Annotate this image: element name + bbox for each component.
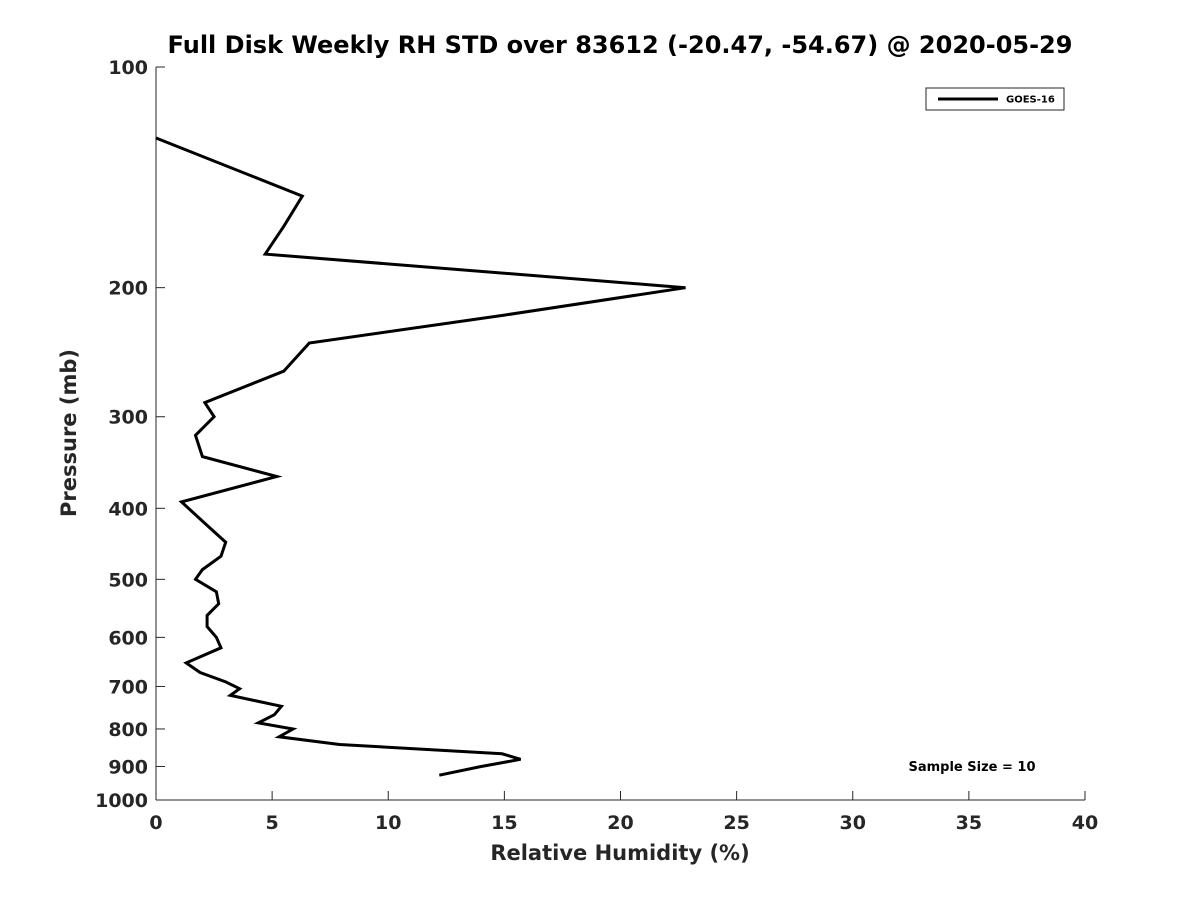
x-tick-label: 10 (375, 812, 401, 834)
y-tick-label: 700 (108, 676, 148, 698)
x-tick-label: 30 (840, 812, 866, 834)
y-tick-label: 400 (108, 498, 148, 520)
y-tick-label: 200 (108, 278, 148, 300)
y-tick-label: 1000 (95, 790, 148, 812)
axes-background (156, 67, 1085, 800)
y-tick-label: 500 (108, 569, 148, 591)
y-axis-label: Pressure (mb) (57, 349, 81, 517)
x-tick-label: 0 (149, 812, 162, 834)
series-line-goes-16 (155, 136, 686, 777)
x-tick-label: 25 (723, 812, 749, 834)
y-tick-label: 100 (108, 57, 148, 79)
x-axis-label: Relative Humidity (%) (490, 841, 749, 865)
x-tick-label: 15 (491, 812, 517, 834)
sample-size-annotation: Sample Size = 10 (908, 760, 1035, 775)
x-tick-label: 40 (1072, 812, 1098, 834)
plot-area: 0 5 10 15 20 25 30 35 40 100 200 300 400 500 600 700 80… (95, 57, 1098, 834)
x-tick-label: 5 (266, 812, 279, 834)
y-tick-label: 300 (108, 407, 148, 429)
series-layer (155, 136, 686, 777)
x-ticks: 0 5 10 15 20 25 30 35 40 (149, 791, 1098, 834)
legend: GOES-16 (925, 87, 1065, 111)
x-tick-label: 35 (956, 812, 982, 834)
y-tick-label: 900 (108, 756, 148, 778)
y-tick-label: 800 (108, 719, 148, 741)
x-tick-label: 20 (607, 812, 633, 834)
y-ticks: 100 200 300 400 500 600 700 800 900 1000 (95, 57, 165, 812)
chart-title: Full Disk Weekly RH STD over 83612 (-20.… (168, 31, 1073, 59)
legend-label-goes-16: GOES-16 (1006, 95, 1055, 106)
y-tick-label: 600 (108, 627, 148, 649)
